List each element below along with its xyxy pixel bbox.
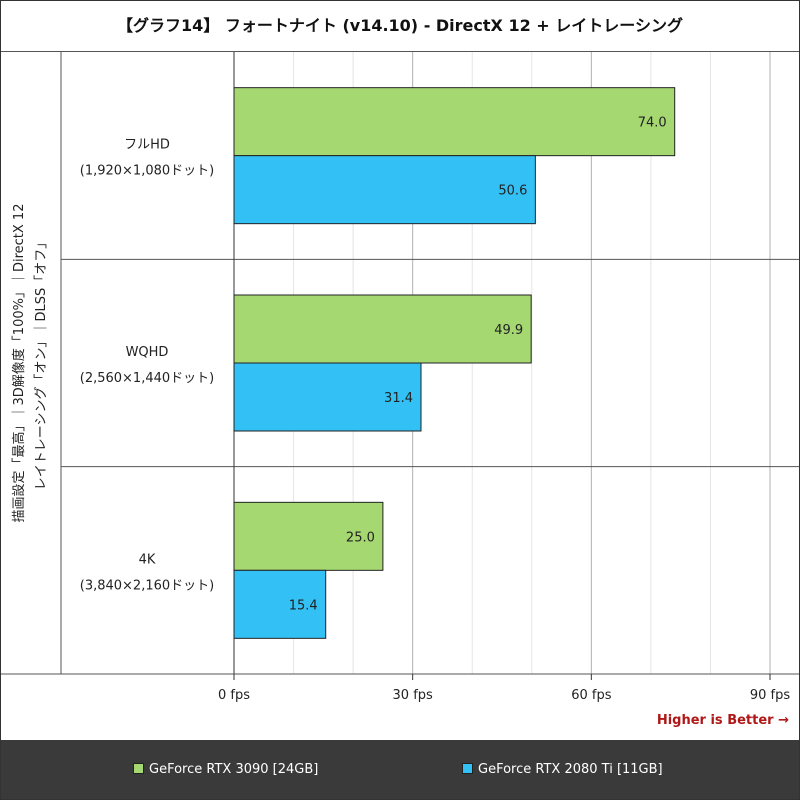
bar-value-label: 15.4 <box>289 598 318 613</box>
bar-series-2 <box>233 362 422 432</box>
x-tick-label: 90 fps <box>750 688 791 703</box>
bar-series-1 <box>233 87 676 157</box>
legend: GeForce RTX 3090 [24GB] GeForce RTX 2080… <box>1 740 799 799</box>
legend-item-series-2: GeForce RTX 2080 Ti [11GB] <box>462 740 663 799</box>
legend-swatch-series-2 <box>462 763 473 774</box>
category-label: フルHD <box>124 138 170 153</box>
bar-value-label: 50.6 <box>498 184 527 199</box>
bar-value-label: 74.0 <box>638 116 667 131</box>
bar-series-1 <box>233 501 384 571</box>
category-label: WQHD <box>126 345 169 360</box>
legend-label-series-1: GeForce RTX 3090 [24GB] <box>149 762 319 777</box>
category-label: 4K <box>139 552 156 567</box>
x-tick-label: 30 fps <box>393 688 434 703</box>
chart-title: 【グラフ14】 フォートナイト (v14.10) - DirectX 12 + … <box>1 1 799 52</box>
legend-swatch-series-1 <box>133 763 144 774</box>
legend-item-series-1: GeForce RTX 3090 [24GB] <box>133 740 318 799</box>
bar-series-2 <box>233 569 327 639</box>
bar-series-2 <box>233 155 536 225</box>
bar-chart: 0 fps 30 fps 60 fps 90 fps 74.0 50.6 フルHD (1,92… <box>1 52 799 703</box>
category-sublabel: (2,560×1,440ドット) <box>80 371 214 386</box>
bar-series-1 <box>233 294 532 364</box>
bar-value-label: 49.9 <box>494 323 523 338</box>
bar-value-label: 31.4 <box>384 391 413 406</box>
bar-value-label: 25.0 <box>346 530 375 545</box>
x-tick-label: 0 fps <box>218 688 250 703</box>
x-tick-label: 60 fps <box>571 688 612 703</box>
higher-is-better-note: Higher is Better → <box>656 713 789 728</box>
category-sublabel: (1,920×1,080ドット) <box>80 164 214 179</box>
category-sublabel: (3,840×2,160ドット) <box>80 578 214 593</box>
legend-label-series-2: GeForce RTX 2080 Ti [11GB] <box>478 762 663 777</box>
